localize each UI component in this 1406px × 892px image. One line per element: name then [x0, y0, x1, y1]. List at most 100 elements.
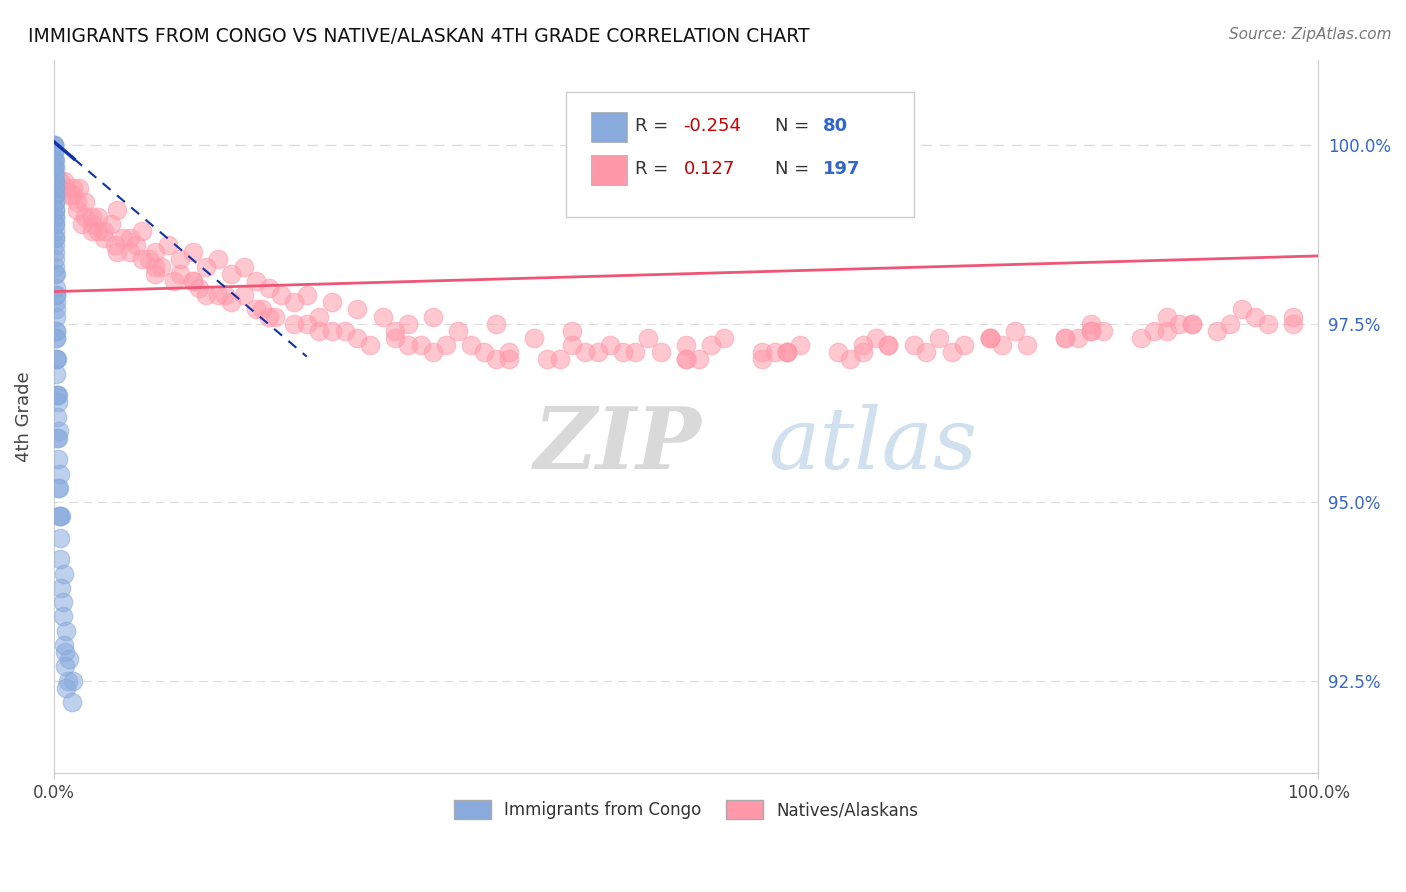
- Point: [51, 509, 73, 524]
- Y-axis label: 4th Grade: 4th Grade: [15, 371, 32, 462]
- Point: [1206, 324, 1229, 338]
- Point: [138, 252, 160, 267]
- Point: [979, 331, 1001, 345]
- Point: [118, 231, 141, 245]
- Point: [371, 310, 394, 324]
- Point: [44, 181, 66, 195]
- Point: [48, 481, 70, 495]
- Point: [536, 352, 558, 367]
- Point: [1181, 317, 1204, 331]
- Point: [252, 302, 274, 317]
- Point: [45, 324, 67, 338]
- Point: [979, 331, 1001, 345]
- Point: [56, 673, 79, 688]
- Point: [574, 345, 596, 359]
- Point: [44, 153, 66, 167]
- Point: [45, 331, 67, 345]
- Point: [1282, 310, 1305, 324]
- Point: [903, 338, 925, 352]
- Point: [700, 338, 723, 352]
- Point: [44, 145, 66, 160]
- Text: R =: R =: [636, 160, 675, 178]
- Point: [45, 388, 67, 402]
- Point: [953, 338, 976, 352]
- Point: [62, 188, 84, 202]
- Point: [181, 245, 204, 260]
- Point: [44, 252, 66, 267]
- Point: [58, 652, 80, 666]
- Point: [321, 295, 343, 310]
- Point: [789, 338, 811, 352]
- Point: [75, 210, 97, 224]
- Point: [46, 388, 69, 402]
- Point: [44, 210, 66, 224]
- Point: [44, 202, 66, 217]
- Point: [295, 317, 318, 331]
- Point: [156, 238, 179, 252]
- Point: [52, 638, 75, 652]
- Text: Source: ZipAtlas.com: Source: ZipAtlas.com: [1229, 27, 1392, 42]
- Point: [53, 659, 76, 673]
- Point: [80, 210, 103, 224]
- Point: [169, 267, 191, 281]
- Point: [44, 231, 66, 245]
- Point: [44, 167, 66, 181]
- Point: [447, 324, 470, 338]
- Point: [44, 195, 66, 210]
- Point: [409, 338, 432, 352]
- Point: [1156, 310, 1178, 324]
- Point: [45, 331, 67, 345]
- Point: [264, 310, 287, 324]
- Point: [44, 224, 66, 238]
- Point: [346, 331, 368, 345]
- Point: [586, 345, 609, 359]
- Point: [163, 274, 186, 288]
- Text: N =: N =: [775, 117, 814, 135]
- Point: [125, 238, 148, 252]
- Point: [422, 345, 444, 359]
- FancyBboxPatch shape: [591, 154, 627, 185]
- Point: [776, 345, 799, 359]
- Point: [44, 160, 66, 174]
- Point: [865, 331, 887, 345]
- Point: [49, 531, 72, 545]
- Point: [44, 160, 66, 174]
- Point: [1080, 324, 1102, 338]
- Point: [48, 509, 70, 524]
- Point: [55, 624, 77, 638]
- Point: [75, 195, 97, 210]
- Point: [45, 295, 67, 310]
- Point: [169, 252, 191, 267]
- Point: [194, 288, 217, 302]
- Point: [118, 245, 141, 260]
- Point: [45, 302, 67, 317]
- Point: [688, 352, 710, 367]
- Point: [384, 324, 406, 338]
- Point: [498, 345, 520, 359]
- Point: [472, 345, 495, 359]
- Point: [485, 352, 508, 367]
- Point: [839, 352, 862, 367]
- Point: [1244, 310, 1267, 324]
- Point: [283, 295, 305, 310]
- Point: [751, 352, 773, 367]
- Point: [44, 188, 66, 202]
- Point: [44, 260, 66, 274]
- Point: [207, 252, 229, 267]
- Point: [103, 238, 125, 252]
- Point: [67, 181, 90, 195]
- Point: [44, 138, 66, 153]
- Point: [637, 331, 659, 345]
- Point: [45, 288, 67, 302]
- Point: [46, 481, 69, 495]
- Point: [44, 167, 66, 181]
- Point: [55, 181, 77, 195]
- Point: [776, 345, 799, 359]
- Point: [46, 409, 69, 424]
- Point: [751, 345, 773, 359]
- Point: [599, 338, 621, 352]
- Point: [877, 338, 900, 352]
- Point: [52, 609, 75, 624]
- Point: [675, 338, 697, 352]
- Point: [675, 352, 697, 367]
